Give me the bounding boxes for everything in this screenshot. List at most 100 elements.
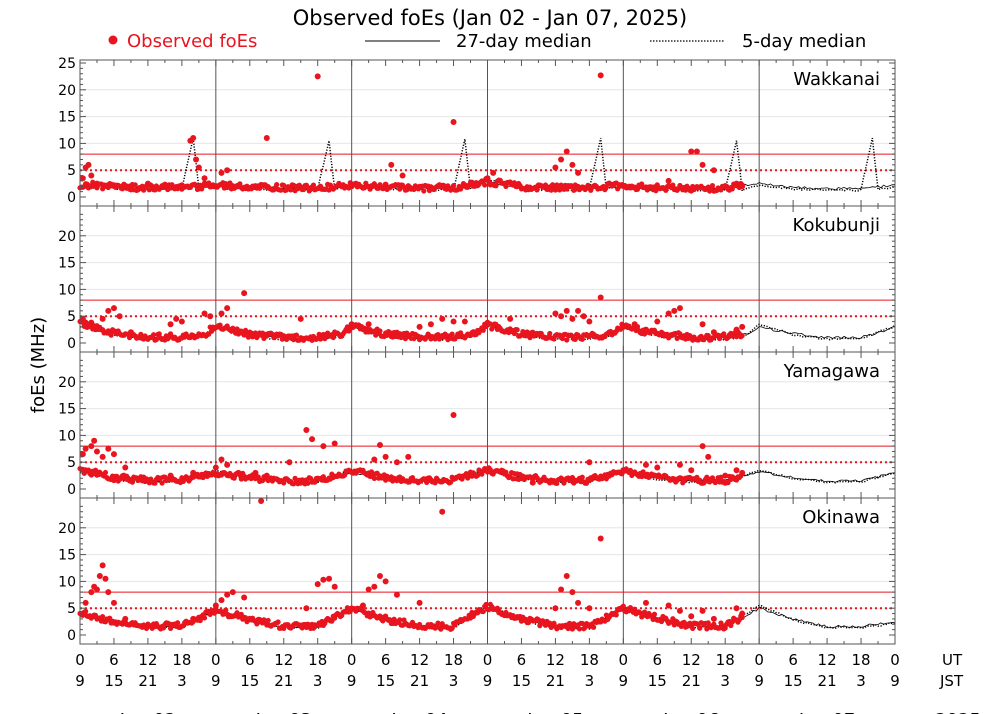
jst-tick-label: 21	[546, 672, 565, 690]
observed-point	[229, 589, 236, 596]
day-label: Jan 07	[798, 710, 855, 714]
observed-point	[416, 599, 423, 606]
observed-point	[111, 477, 117, 484]
observed-point	[597, 294, 604, 301]
observed-point	[105, 307, 112, 314]
observed-point	[175, 620, 181, 626]
observed-point	[710, 615, 717, 622]
observed-point	[511, 330, 517, 337]
observed-point	[688, 613, 695, 620]
ut-tick-label: 6	[653, 651, 663, 669]
observed-point	[346, 185, 352, 191]
observed-point	[146, 187, 152, 193]
observed-point	[651, 611, 658, 617]
jst-tick-label: 15	[240, 672, 259, 690]
observed-point	[274, 181, 280, 188]
ut-tick-label: 12	[274, 651, 293, 669]
observed-point	[83, 608, 89, 614]
observed-point	[597, 72, 604, 79]
observed-point	[132, 182, 138, 188]
observed-point	[729, 186, 735, 192]
observed-point	[405, 453, 412, 460]
observed-point	[258, 498, 265, 504]
observed-point	[586, 318, 593, 325]
observed-point	[193, 156, 200, 163]
observed-point	[580, 313, 587, 320]
observed-point	[365, 321, 372, 328]
observed-point	[122, 464, 129, 471]
observed-point	[514, 327, 520, 333]
station-panel-okinawa: 0 5 10 15 20 Okinawa	[58, 497, 896, 645]
observed-point	[576, 626, 583, 632]
observed-point	[733, 605, 740, 612]
observed-point	[397, 186, 403, 192]
jst-tick-label: 3	[449, 672, 459, 690]
observed-point	[326, 575, 333, 582]
jst-tick-label: 15	[784, 672, 803, 690]
observed-point	[314, 581, 321, 588]
observed-point	[88, 172, 95, 179]
observed-point	[575, 169, 582, 176]
station-panel-yamagawa: 0 5 10 15 20 Yamagawa	[58, 351, 896, 499]
y-tick-label: 25	[58, 56, 76, 72]
observed-point	[693, 148, 700, 155]
jst-tick-label: 3	[313, 672, 323, 690]
y-tick-label: 20	[58, 521, 76, 537]
observed-point	[371, 583, 378, 590]
observed-point	[242, 327, 249, 334]
jst-tick-label: 3	[585, 672, 595, 690]
observed-point	[575, 307, 582, 314]
observed-point	[201, 175, 208, 182]
y-tick-label: 0	[67, 336, 76, 352]
observed-point	[341, 472, 348, 478]
observed-point	[507, 315, 514, 322]
jst-tick-label: 9	[211, 672, 221, 690]
observed-point	[309, 436, 316, 443]
observed-point	[197, 617, 203, 624]
observed-point	[254, 621, 260, 627]
observed-point	[450, 182, 457, 189]
observed-point	[368, 469, 375, 475]
observed-point	[718, 474, 724, 480]
observed-point	[569, 161, 576, 168]
station-name-okinawa: Okinawa	[802, 507, 880, 528]
observed-point	[439, 315, 446, 322]
observed-point	[371, 456, 378, 463]
ut-axis-label: UT	[942, 651, 963, 669]
observed-point	[427, 321, 434, 328]
observed-point	[665, 177, 672, 184]
observed-point	[676, 607, 683, 614]
chart-title: Observed foEs (Jan 02 - Jan 07, 2025)	[293, 6, 687, 30]
observed-point	[739, 614, 745, 621]
legend-observed-label: Observed foEs	[127, 31, 257, 52]
observed-point	[102, 575, 109, 582]
observed-point	[286, 459, 293, 466]
y-tick-label: 20	[58, 229, 76, 245]
observed-point	[697, 625, 703, 631]
observed-point	[234, 610, 240, 616]
observed-point	[331, 440, 338, 447]
ut-tick-label: 12	[410, 651, 429, 669]
y-tick-label: 0	[67, 628, 76, 644]
observed-point	[688, 467, 695, 474]
observed-point	[557, 187, 563, 193]
y-tick-label: 15	[58, 402, 76, 418]
ut-tick-label: 18	[172, 651, 191, 669]
y-tick-label: 15	[58, 548, 76, 564]
observed-point	[482, 182, 488, 188]
observed-point	[138, 331, 144, 337]
observed-point	[85, 161, 92, 168]
day-label: Jan 04	[390, 710, 447, 714]
observed-point	[159, 480, 165, 486]
ut-tick-label: 6	[788, 651, 798, 669]
observed-point	[193, 182, 199, 188]
observed-point	[300, 186, 307, 193]
observed-point	[344, 605, 351, 611]
ut-tick-label: 6	[245, 651, 255, 669]
observed-point	[93, 586, 100, 593]
y-tick-label: 15	[58, 256, 76, 272]
observed-point	[586, 605, 593, 612]
observed-point	[397, 617, 403, 623]
observed-point	[105, 184, 111, 191]
observed-point	[676, 305, 683, 312]
